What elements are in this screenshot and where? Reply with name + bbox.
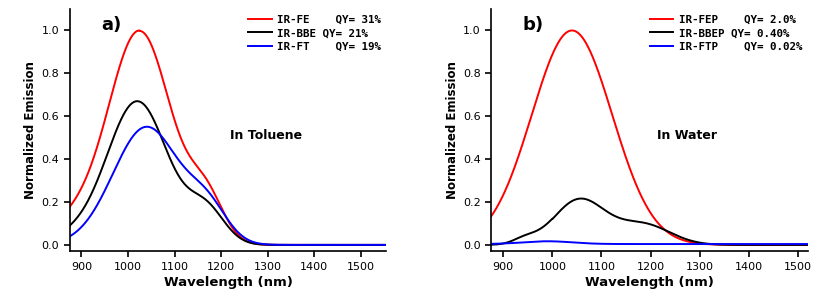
IR-FT    QY= 19% xyxy=(343,243,353,247)
IR-FTP    QY= 0.02% xyxy=(542,240,552,243)
IR-FEP    QY= 2.0% xyxy=(567,29,577,32)
IR-BBEP QY= 0.40% xyxy=(798,243,808,247)
X-axis label: Wavelength (nm): Wavelength (nm) xyxy=(584,276,713,289)
IR-BBE QY= 21% xyxy=(120,110,129,114)
IR-FT    QY= 19% xyxy=(383,243,393,247)
IR-BBEP QY= 0.40% xyxy=(622,218,631,222)
IR-FE    QY= 31% xyxy=(378,243,387,247)
IR-FTP    QY= 0.02% xyxy=(799,242,808,246)
IR-BBE QY= 21% xyxy=(132,99,142,103)
IR-FEP    QY= 2.0% xyxy=(522,127,532,131)
IR-BBE QY= 21% xyxy=(383,243,393,247)
IR-BBEP QY= 0.40% xyxy=(576,197,586,200)
IR-BBE QY= 21% xyxy=(65,224,75,228)
IR-FEP    QY= 2.0% xyxy=(622,160,631,163)
Line: IR-FE    QY= 31%: IR-FE QY= 31% xyxy=(70,30,388,245)
IR-BBEP QY= 0.40% xyxy=(486,243,495,247)
Text: In Toluene: In Toluene xyxy=(230,129,301,141)
IR-FE    QY= 31% xyxy=(343,243,353,247)
Line: IR-FTP    QY= 0.02%: IR-FTP QY= 0.02% xyxy=(491,241,809,244)
Text: b): b) xyxy=(522,16,543,34)
Y-axis label: Normalized Emission: Normalized Emission xyxy=(445,61,458,199)
IR-FTP    QY= 0.02% xyxy=(522,240,532,244)
IR-BBE QY= 21% xyxy=(343,243,353,247)
IR-FE    QY= 31% xyxy=(120,49,129,52)
IR-BBEP QY= 0.40% xyxy=(608,213,618,217)
IR-FE    QY= 31% xyxy=(187,158,197,162)
Line: IR-BBEP QY= 0.40%: IR-BBEP QY= 0.40% xyxy=(491,199,809,245)
Line: IR-FT    QY= 19%: IR-FT QY= 19% xyxy=(70,127,388,245)
IR-BBEP QY= 0.40% xyxy=(764,243,774,247)
IR-FTP    QY= 0.02% xyxy=(486,242,495,246)
IR-BBE QY= 21% xyxy=(187,189,197,193)
IR-FT    QY= 19% xyxy=(378,243,387,247)
IR-BBE QY= 21% xyxy=(378,243,387,247)
IR-FTP    QY= 0.02% xyxy=(756,242,766,246)
IR-FEP    QY= 2.0% xyxy=(608,117,618,121)
X-axis label: Wavelength (nm): Wavelength (nm) xyxy=(164,276,292,289)
IR-BBEP QY= 0.40% xyxy=(522,232,532,236)
IR-FT    QY= 19% xyxy=(120,147,129,151)
IR-FT    QY= 19% xyxy=(187,173,197,177)
Text: In Water: In Water xyxy=(657,129,717,141)
IR-FE    QY= 31% xyxy=(201,177,210,180)
IR-FE    QY= 31% xyxy=(134,29,144,32)
Legend: IR-FE    QY= 31%, IR-BBE QY= 21%, IR-FT    QY= 19%: IR-FE QY= 31%, IR-BBE QY= 21%, IR-FT QY=… xyxy=(246,12,382,54)
IR-FE    QY= 31% xyxy=(65,205,75,209)
IR-FT    QY= 19% xyxy=(201,187,210,191)
IR-BBEP QY= 0.40% xyxy=(541,222,550,226)
IR-BBEP QY= 0.40% xyxy=(804,243,814,247)
IR-FEP    QY= 2.0% xyxy=(804,243,814,247)
IR-FEP    QY= 2.0% xyxy=(798,243,808,247)
IR-FTP    QY= 0.02% xyxy=(541,240,550,243)
Line: IR-BBE QY= 21%: IR-BBE QY= 21% xyxy=(70,101,388,245)
IR-FEP    QY= 2.0% xyxy=(541,68,550,72)
Legend: IR-FEP    QY= 2.0%, IR-BBEP QY= 0.40%, IR-FTP    QY= 0.02%: IR-FEP QY= 2.0%, IR-BBEP QY= 0.40%, IR-F… xyxy=(646,12,803,54)
IR-FT    QY= 19% xyxy=(101,186,111,190)
IR-FTP    QY= 0.02% xyxy=(622,242,631,246)
IR-FE    QY= 31% xyxy=(383,243,393,247)
IR-FTP    QY= 0.02% xyxy=(764,242,774,246)
Line: IR-FEP    QY= 2.0%: IR-FEP QY= 2.0% xyxy=(491,30,809,245)
IR-FTP    QY= 0.02% xyxy=(608,242,618,246)
IR-FTP    QY= 0.02% xyxy=(804,242,814,246)
IR-BBE QY= 21% xyxy=(201,198,210,202)
IR-FE    QY= 31% xyxy=(101,114,111,117)
Y-axis label: Normalized Emission: Normalized Emission xyxy=(25,61,38,199)
IR-FT    QY= 19% xyxy=(65,234,75,238)
Text: a): a) xyxy=(102,16,121,34)
IR-FEP    QY= 2.0% xyxy=(486,215,495,219)
IR-FT    QY= 19% xyxy=(142,125,152,129)
IR-FEP    QY= 2.0% xyxy=(764,243,774,247)
IR-BBE QY= 21% xyxy=(101,156,111,159)
